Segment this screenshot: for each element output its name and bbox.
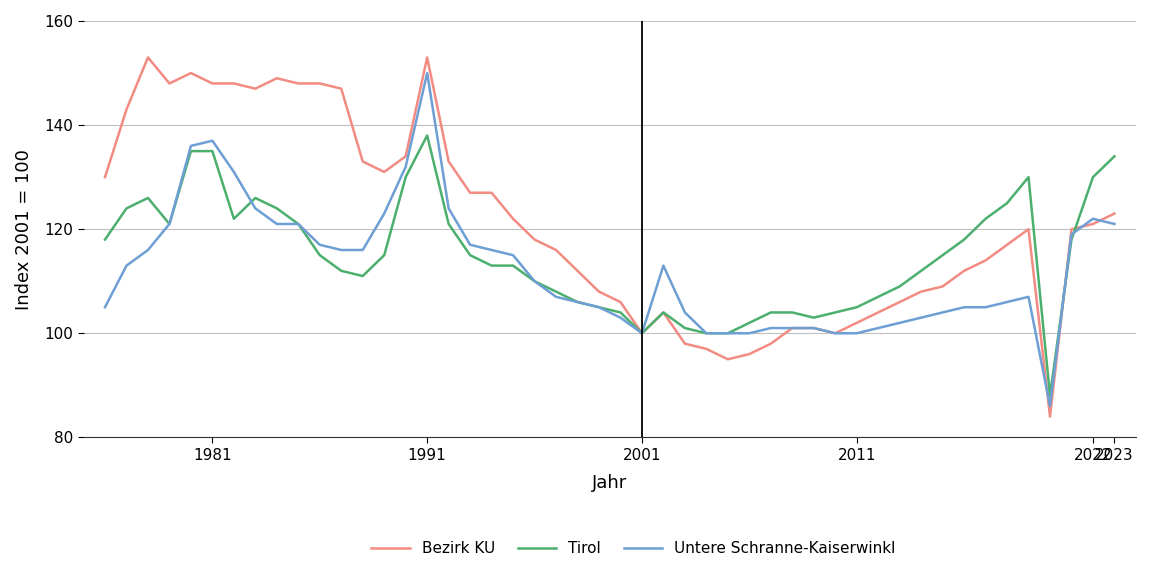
X-axis label: Jahr: Jahr <box>592 474 628 492</box>
Legend: Bezirk KU, Tirol, Untere Schranne-Kaiserwinkl: Bezirk KU, Tirol, Untere Schranne-Kaiser… <box>365 535 902 563</box>
Y-axis label: Index 2001 = 100: Index 2001 = 100 <box>15 149 33 310</box>
